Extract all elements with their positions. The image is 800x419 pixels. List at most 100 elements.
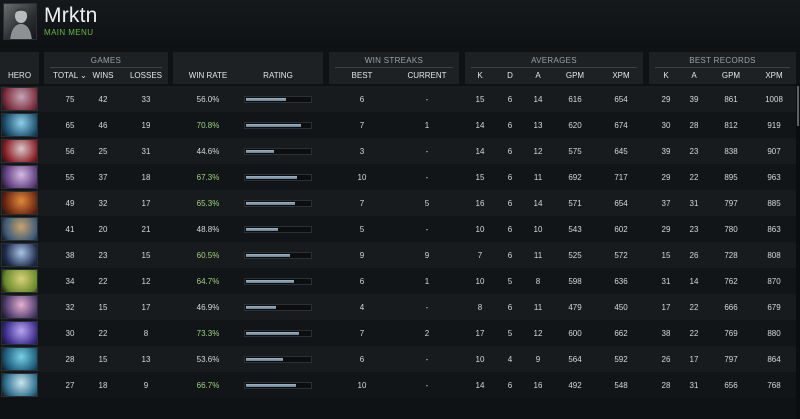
cell-total: 28 <box>65 355 75 364</box>
col-header-avg-deaths[interactable]: D <box>507 71 513 80</box>
col-header-win-rate[interactable]: WIN RATE <box>188 71 228 80</box>
cell-current-streak: - <box>425 303 429 312</box>
cell-total: 41 <box>65 225 75 234</box>
cell-best-assists: 14 <box>689 277 699 286</box>
cell-best-xpm: 963 <box>767 173 781 182</box>
table-row[interactable]: 41 20 21 48.8% 5 - 10 6 10 543 602 29 23… <box>0 216 796 242</box>
cell-win-rate: 48.8% <box>196 225 220 234</box>
cell-total: 38 <box>65 251 75 260</box>
cell-win-rate: 67.3% <box>196 173 220 182</box>
table-scrollbar[interactable] <box>796 84 800 419</box>
col-header-best-kills[interactable]: K <box>663 71 669 80</box>
cell-avg-gpm: 571 <box>568 199 582 208</box>
cell-best-xpm: 864 <box>767 355 781 364</box>
cell-best-assists: 23 <box>689 147 699 156</box>
table-row[interactable]: 34 22 12 64.7% 6 1 10 5 8 598 636 31 14 … <box>0 268 796 294</box>
cell-wins: 20 <box>98 225 108 234</box>
cell-best-assists: 26 <box>689 251 699 260</box>
col-header-avg-assists[interactable]: A <box>535 71 541 80</box>
cell-current-streak: 9 <box>424 251 430 260</box>
col-header-best-assists[interactable]: A <box>691 71 697 80</box>
hero-portrait-icon <box>1 113 38 137</box>
cell-best-gpm: 728 <box>724 251 738 260</box>
hero-portrait-icon <box>1 87 38 111</box>
col-header-best-xpm[interactable]: XPM <box>765 71 783 80</box>
avatar[interactable] <box>3 3 37 40</box>
scrollbar-thumb[interactable] <box>797 86 799 126</box>
cell-win-rate: 46.9% <box>196 303 220 312</box>
cell-wins: 15 <box>98 303 108 312</box>
cell-avg-deaths: 5 <box>507 277 513 286</box>
cell-losses: 15 <box>141 251 151 260</box>
cell-avg-kills: 10 <box>475 225 485 234</box>
cell-avg-gpm: 479 <box>568 303 582 312</box>
cell-win-rate: 56.0% <box>196 95 220 104</box>
cell-best-xpm: 919 <box>767 121 781 130</box>
col-header-rating[interactable]: RATING <box>263 71 293 80</box>
col-header-avg-kills[interactable]: K <box>477 71 483 80</box>
rating-bar-fill <box>246 228 278 231</box>
best-records-header-bg <box>649 52 796 84</box>
cell-best-kills: 15 <box>661 251 671 260</box>
cell-avg-assists: 10 <box>533 225 543 234</box>
cell-best-xpm: 870 <box>767 277 781 286</box>
rating-bar-fill <box>246 254 290 257</box>
cell-win-rate: 70.8% <box>196 121 220 130</box>
cell-best-streak: 3 <box>359 147 365 156</box>
col-header-losses[interactable]: LOSSES <box>129 71 162 80</box>
cell-best-assists: 28 <box>689 121 699 130</box>
cell-avg-gpm: 620 <box>568 121 582 130</box>
cell-avg-xpm: 572 <box>614 251 628 260</box>
group-averages: AVERAGES <box>531 56 577 65</box>
cell-best-xpm: 863 <box>767 225 781 234</box>
main-menu-link[interactable]: MAIN MENU <box>44 28 94 37</box>
table-row[interactable]: 49 32 17 65.3% 7 5 16 6 14 571 654 37 31… <box>0 190 796 216</box>
rating-bar <box>244 122 312 129</box>
table-row[interactable]: 56 25 31 44.6% 3 - 14 6 12 575 645 39 23… <box>0 138 796 164</box>
cell-avg-xpm: 717 <box>614 173 628 182</box>
cell-best-gpm: 838 <box>724 147 738 156</box>
averages-header-bg <box>465 52 643 84</box>
cell-best-streak: 6 <box>359 95 365 104</box>
cell-wins: 23 <box>98 251 108 260</box>
rating-bar <box>244 174 312 181</box>
table-row[interactable]: 30 22 8 73.3% 7 2 17 5 12 600 662 38 22 … <box>0 320 796 346</box>
cell-avg-deaths: 6 <box>507 95 513 104</box>
rating-bar <box>244 252 312 259</box>
col-header-current-streak[interactable]: CURRENT <box>407 71 447 80</box>
table-row[interactable]: 28 15 13 53.6% 6 - 10 4 9 564 592 26 17 … <box>0 346 796 372</box>
cell-avg-kills: 16 <box>475 199 485 208</box>
cell-total: 34 <box>65 277 75 286</box>
cell-wins: 22 <box>98 329 108 338</box>
cell-avg-kills: 10 <box>475 277 485 286</box>
cell-avg-assists: 14 <box>533 95 543 104</box>
col-header-wins[interactable]: WINS <box>92 71 114 80</box>
table-row[interactable]: 27 18 9 66.7% 10 - 14 6 16 492 548 28 31… <box>0 372 796 398</box>
table-row[interactable]: 75 42 33 56.0% 6 - 15 6 14 616 654 29 39… <box>0 86 796 112</box>
col-header-hero[interactable]: HERO <box>7 71 32 80</box>
cell-best-assists: 22 <box>689 303 699 312</box>
cell-losses: 17 <box>141 199 151 208</box>
cell-best-assists: 31 <box>689 381 699 390</box>
games-header-bg <box>44 52 168 84</box>
cell-best-gpm: 780 <box>724 225 738 234</box>
table-row[interactable]: 55 37 18 67.3% 10 - 15 6 11 692 717 29 2… <box>0 164 796 190</box>
col-header-best-gpm[interactable]: GPM <box>721 71 741 80</box>
col-header-avg-gpm[interactable]: GPM <box>565 71 585 80</box>
cell-losses: 17 <box>141 303 151 312</box>
win-streaks-header-bg <box>329 52 459 84</box>
col-header-avg-xpm[interactable]: XPM <box>612 71 630 80</box>
table-row[interactable]: 38 23 15 60.5% 9 9 7 6 11 525 572 15 26 … <box>0 242 796 268</box>
group-divider <box>655 67 790 68</box>
table-row[interactable]: 65 46 19 70.8% 7 1 14 6 13 620 674 30 28… <box>0 112 796 138</box>
cell-best-kills: 29 <box>661 225 671 234</box>
cell-current-streak: - <box>425 173 429 182</box>
col-header-best-streak[interactable]: BEST <box>351 71 373 80</box>
cell-avg-deaths: 6 <box>507 147 513 156</box>
group-divider <box>335 67 453 68</box>
cell-win-rate: 60.5% <box>196 251 220 260</box>
group-best-records: BEST RECORDS <box>689 56 756 65</box>
table-row[interactable]: 32 15 17 46.9% 4 - 8 6 11 479 450 17 22 … <box>0 294 796 320</box>
rating-bar <box>244 278 312 285</box>
col-header-total[interactable]: TOTAL ⌄ <box>53 71 87 80</box>
